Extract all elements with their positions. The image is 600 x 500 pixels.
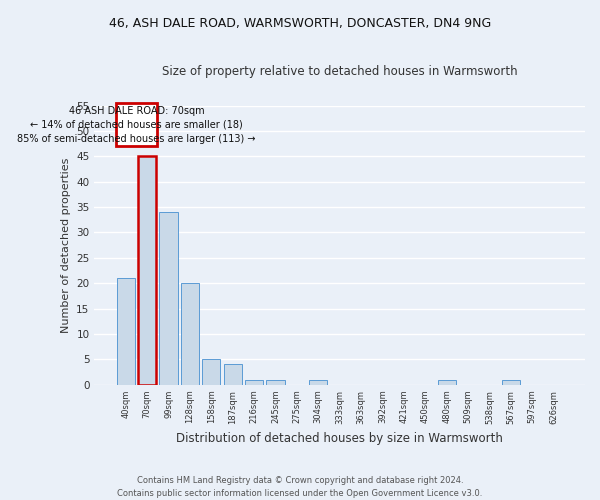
Bar (181, 284, 199, 385)
Bar (160, 212, 178, 385)
Bar (266, 380, 284, 385)
Bar (245, 380, 263, 385)
Title: Size of property relative to detached houses in Warmsworth: Size of property relative to detached ho… (162, 65, 517, 78)
FancyBboxPatch shape (116, 103, 157, 146)
Text: 46, ASH DALE ROAD, WARMSWORTH, DONCASTER, DN4 9NG: 46, ASH DALE ROAD, WARMSWORTH, DONCASTER… (109, 18, 491, 30)
Bar (202, 360, 220, 385)
Bar (502, 380, 520, 385)
Bar (116, 278, 135, 385)
X-axis label: Distribution of detached houses by size in Warmsworth: Distribution of detached houses by size … (176, 432, 503, 445)
Bar (224, 364, 242, 385)
Bar (437, 380, 456, 385)
Y-axis label: Number of detached properties: Number of detached properties (61, 158, 71, 333)
Bar (138, 156, 156, 385)
Text: 46 ASH DALE ROAD: 70sqm
← 14% of detached houses are smaller (18)
85% of semi-de: 46 ASH DALE ROAD: 70sqm ← 14% of detache… (17, 106, 256, 144)
Text: Contains HM Land Registry data © Crown copyright and database right 2024.
Contai: Contains HM Land Registry data © Crown c… (118, 476, 482, 498)
Bar (309, 380, 328, 385)
